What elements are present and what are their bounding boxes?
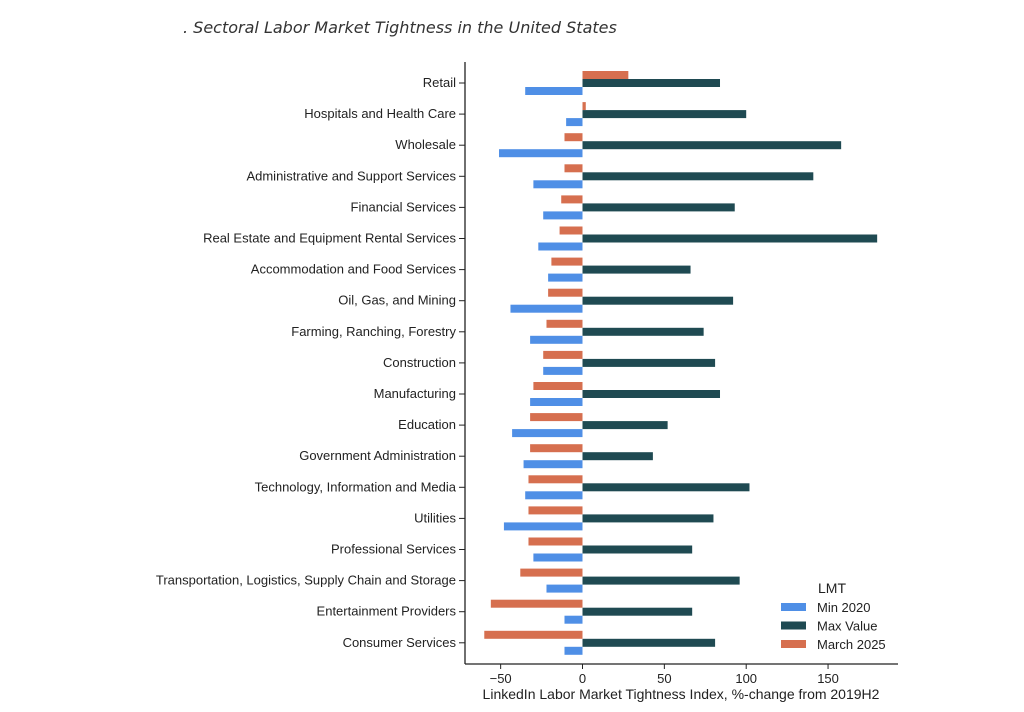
legend-swatch <box>781 603 806 611</box>
bar-min-2020 <box>523 460 583 469</box>
bar-min-2020 <box>543 366 583 375</box>
bar-march-2025 <box>528 475 583 484</box>
bar-min-2020 <box>564 615 583 624</box>
category-label: Administrative and Support Services <box>246 168 456 183</box>
bar-max-value <box>582 172 814 181</box>
bar-march-2025 <box>582 71 629 79</box>
bar-march-2025 <box>561 195 583 204</box>
bar-march-2025 <box>528 537 583 546</box>
bar-min-2020 <box>538 242 583 251</box>
bar-max-value <box>582 203 735 212</box>
bar-march-2025 <box>530 413 583 422</box>
bar-min-2020 <box>548 273 583 282</box>
bar-march-2025 <box>484 630 583 639</box>
bar-max-value <box>582 545 693 554</box>
category-label: Wholesale <box>395 137 456 152</box>
bar-min-2020 <box>499 149 583 158</box>
bar-max-value <box>582 110 747 119</box>
category-label: Utilities <box>414 510 456 525</box>
legend-label: Max Value <box>817 619 877 634</box>
bar-max-value <box>582 390 721 398</box>
category-label: Farming, Ranching, Forestry <box>291 324 456 339</box>
bar-march-2025 <box>520 568 583 577</box>
bar-min-2020 <box>530 398 583 406</box>
bar-min-2020 <box>564 646 583 655</box>
bar-min-2020 <box>543 211 583 220</box>
category-label: Government Administration <box>299 448 456 463</box>
bar-march-2025 <box>490 599 583 608</box>
bar-max-value <box>582 265 691 274</box>
category-label: Professional Services <box>331 542 456 557</box>
category-label: Financial Services <box>351 199 457 214</box>
bar-max-value <box>582 452 653 461</box>
category-label: Entertainment Providers <box>317 604 457 619</box>
bar-max-value <box>582 638 716 647</box>
bar-min-2020 <box>546 584 583 593</box>
bar-min-2020 <box>503 522 583 531</box>
category-label: Transportation, Logistics, Supply Chain … <box>156 573 456 588</box>
category-label: Technology, Information and Media <box>255 479 457 494</box>
bar-min-2020 <box>533 180 583 189</box>
bar-march-2025 <box>559 226 583 235</box>
bar-march-2025 <box>543 350 583 359</box>
category-label: Hospitals and Health Care <box>304 106 456 121</box>
bar-max-value <box>582 327 704 336</box>
category-label: Education <box>398 417 456 432</box>
legend-swatch <box>781 640 806 648</box>
bar-min-2020 <box>566 118 583 127</box>
bar-march-2025 <box>530 444 583 453</box>
x-tick-label: −50 <box>490 671 512 686</box>
category-label: Construction <box>383 355 456 370</box>
legend-swatch <box>781 621 806 630</box>
bar-max-value <box>582 576 740 585</box>
bar-max-value <box>582 141 842 150</box>
legend-label: Min 2020 <box>817 600 870 615</box>
bar-march-2025 <box>548 288 583 297</box>
bar-max-value <box>582 607 693 616</box>
legend-label: March 2025 <box>817 637 886 652</box>
legend: LMT Min 2020 Max Value March 2025 <box>781 580 886 652</box>
category-label: Real Estate and Equipment Rental Service… <box>203 231 456 246</box>
bar-march-2025 <box>551 257 583 266</box>
bar-max-value <box>582 234 878 243</box>
bar-max-value <box>582 421 668 430</box>
bar-max-value <box>582 296 734 305</box>
bar-march-2025 <box>533 382 583 390</box>
bar-min-2020 <box>530 335 583 344</box>
x-tick-label: 150 <box>817 671 839 686</box>
bar-max-value <box>582 79 721 87</box>
category-label: Accommodation and Food Services <box>251 262 457 277</box>
bar-max-value <box>582 358 716 367</box>
category-label: Manufacturing <box>374 386 456 401</box>
bar-march-2025 <box>564 133 583 142</box>
bar-min-2020 <box>525 491 583 500</box>
bar-min-2020 <box>512 429 583 438</box>
x-tick-label: 0 <box>579 671 586 686</box>
chart-title: . Sectoral Labor Market Tightness in the… <box>183 18 617 37</box>
bar-max-value <box>582 514 714 523</box>
bar-min-2020 <box>510 304 583 313</box>
bar-march-2025 <box>546 319 583 328</box>
bar-max-value <box>582 483 750 492</box>
bar-march-2025 <box>582 102 586 111</box>
category-label: Retail <box>423 75 456 90</box>
bar-march-2025 <box>564 164 583 173</box>
x-axis-label: LinkedIn Labor Market Tightness Index, %… <box>483 686 880 702</box>
category-label: Oil, Gas, and Mining <box>338 293 456 308</box>
x-tick-label: 100 <box>735 671 757 686</box>
x-tick-label: 50 <box>657 671 671 686</box>
bar-min-2020 <box>525 87 583 95</box>
bar-min-2020 <box>533 553 583 562</box>
bar-march-2025 <box>528 506 583 515</box>
category-label: Consumer Services <box>343 635 457 650</box>
legend-title: LMT <box>818 580 846 596</box>
